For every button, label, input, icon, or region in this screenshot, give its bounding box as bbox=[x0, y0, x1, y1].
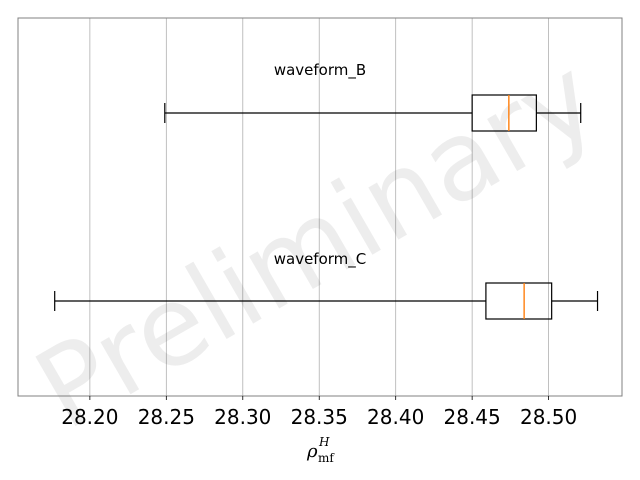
box-waveform_B: waveform_B bbox=[164, 61, 582, 132]
x-axis-label-superscript: H bbox=[318, 435, 330, 449]
x-axis-label: ρ mf H bbox=[306, 435, 335, 465]
x-axis-label-symbol: ρ bbox=[306, 441, 318, 462]
box-label: waveform_C bbox=[274, 250, 367, 269]
grid-lines bbox=[89, 18, 550, 396]
x-tick-label: 28.35 bbox=[291, 405, 348, 429]
watermark: Preliminary bbox=[15, 33, 617, 454]
box-iqr bbox=[485, 282, 553, 320]
plot-frame bbox=[17, 17, 623, 397]
x-tick-label: 28.30 bbox=[214, 405, 271, 429]
boxes: waveform_B waveform_C bbox=[54, 61, 599, 320]
x-tick-label: 28.50 bbox=[520, 405, 577, 429]
box-iqr bbox=[471, 94, 537, 132]
watermark-text: Preliminary bbox=[15, 33, 617, 454]
x-tick-label: 28.20 bbox=[61, 405, 118, 429]
box-label: waveform_B bbox=[274, 61, 366, 80]
x-tick-label: 28.45 bbox=[444, 405, 501, 429]
x-axis-ticks: 28.20 28.25 28.30 28.35 28.40 28.45 28.50 bbox=[61, 396, 577, 429]
x-tick-label: 28.25 bbox=[138, 405, 195, 429]
box-waveform_C: waveform_C bbox=[54, 250, 599, 320]
x-axis-label-subscript: mf bbox=[318, 451, 335, 465]
x-tick-label: 28.40 bbox=[367, 405, 424, 429]
